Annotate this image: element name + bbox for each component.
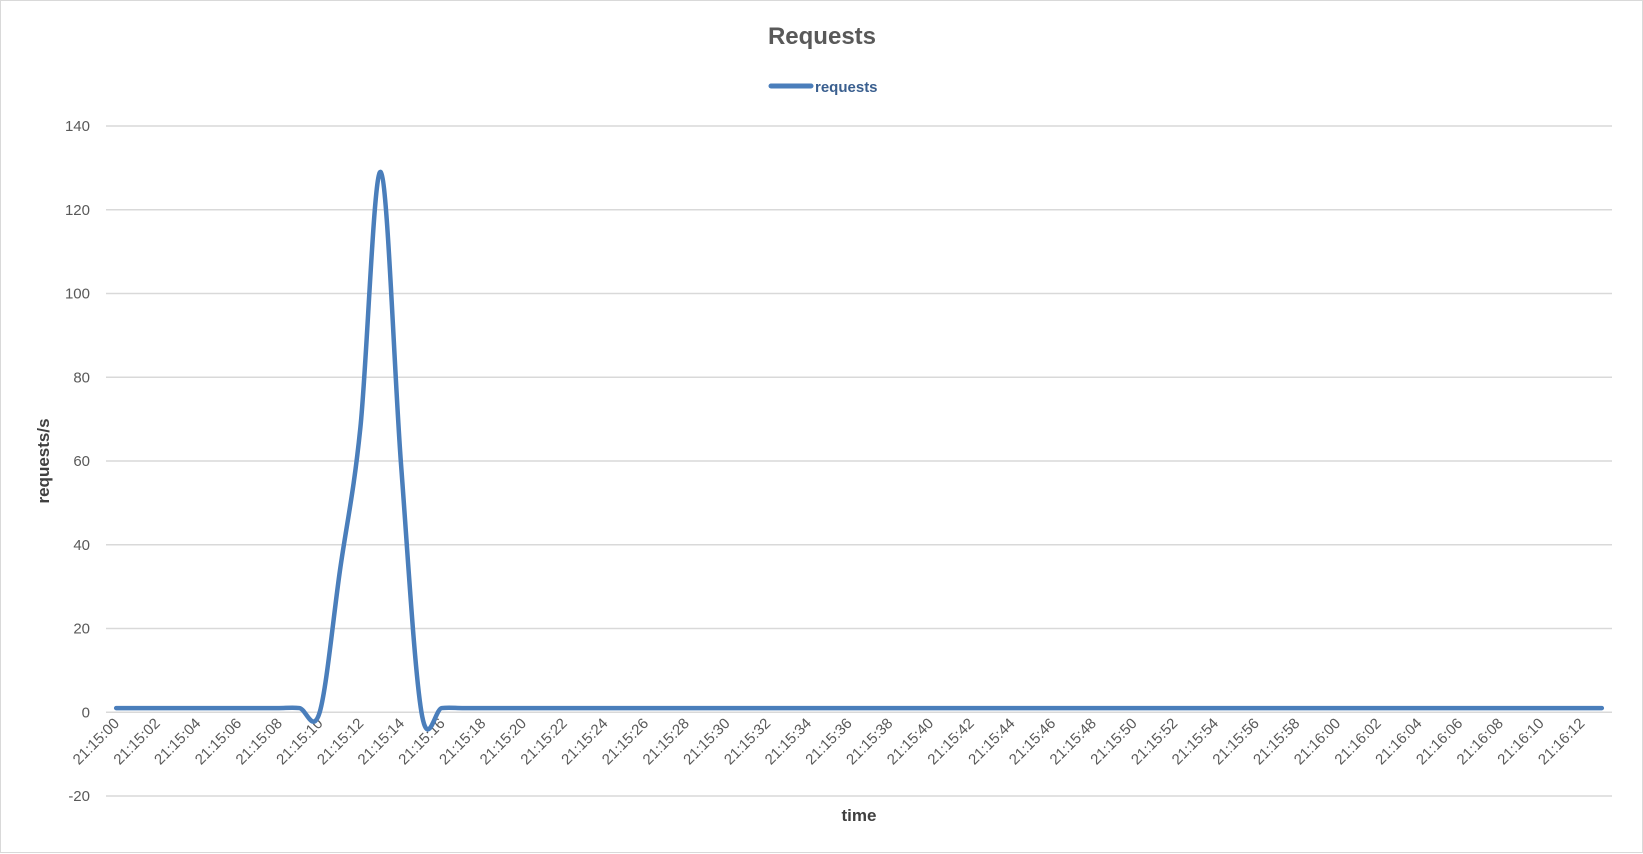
x-axis-ticks: 21:15:0021:15:0221:15:0421:15:0621:15:08… xyxy=(70,715,1589,768)
y-tick-label: 140 xyxy=(65,118,90,135)
legend: requests xyxy=(768,79,878,96)
y-tick-label: 120 xyxy=(65,202,90,219)
legend-label: requests xyxy=(815,79,878,96)
chart-title: Requests xyxy=(768,23,876,50)
y-axis-title: requests/s xyxy=(34,418,53,503)
y-axis-ticks: -20 0 20 40 60 80 100 120 140 xyxy=(65,118,90,805)
y-tick-label: 80 xyxy=(73,369,90,386)
x-axis-title: time xyxy=(842,806,877,825)
series-layer xyxy=(113,169,1605,732)
y-tick-label: 0 xyxy=(82,704,90,721)
y-tick-label: -20 xyxy=(68,788,90,805)
y-tick-label: 40 xyxy=(73,537,90,554)
y-tick-label: 100 xyxy=(65,286,90,303)
y-tick-label: 20 xyxy=(73,621,90,638)
series-line-requests xyxy=(113,169,1605,732)
y-tick-label: 60 xyxy=(73,453,90,470)
gridlines xyxy=(106,125,1612,797)
